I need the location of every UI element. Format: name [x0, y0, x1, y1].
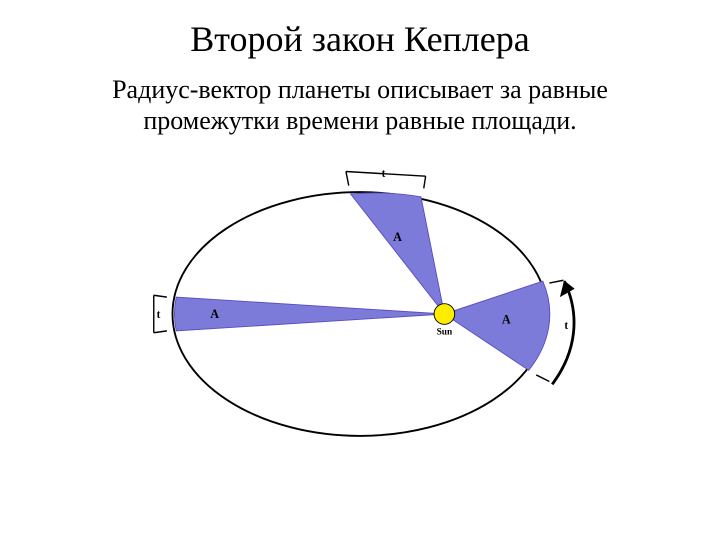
page-title: Второй закон Кеплера [190, 18, 529, 60]
diagram-svg: A A A t t t [130, 164, 590, 464]
subtitle-line-2: промежутки времени равные площади. [143, 106, 576, 135]
t-label-right: t [564, 320, 568, 332]
area-label-left: A [210, 307, 219, 321]
sector-right: A [444, 282, 549, 371]
t-label-left: t [157, 309, 161, 321]
motion-arrow [552, 282, 574, 385]
area-label-right: A [502, 313, 511, 327]
sector-left: A [174, 298, 444, 332]
subtitle-line-1: Радиус-вектор планеты описывает за равны… [112, 75, 608, 104]
page-subtitle: Радиус-вектор планеты описывает за равны… [112, 74, 608, 136]
kepler-diagram: A A A t t t [130, 164, 590, 469]
sun-label: Sun [437, 328, 453, 338]
arc-t-top: t [346, 169, 426, 189]
arc-t-left: t [154, 296, 167, 334]
sun-icon: Sun [434, 304, 455, 338]
area-label-top: A [393, 230, 402, 244]
t-label-top: t [382, 169, 386, 181]
sector-top: A [351, 193, 445, 314]
